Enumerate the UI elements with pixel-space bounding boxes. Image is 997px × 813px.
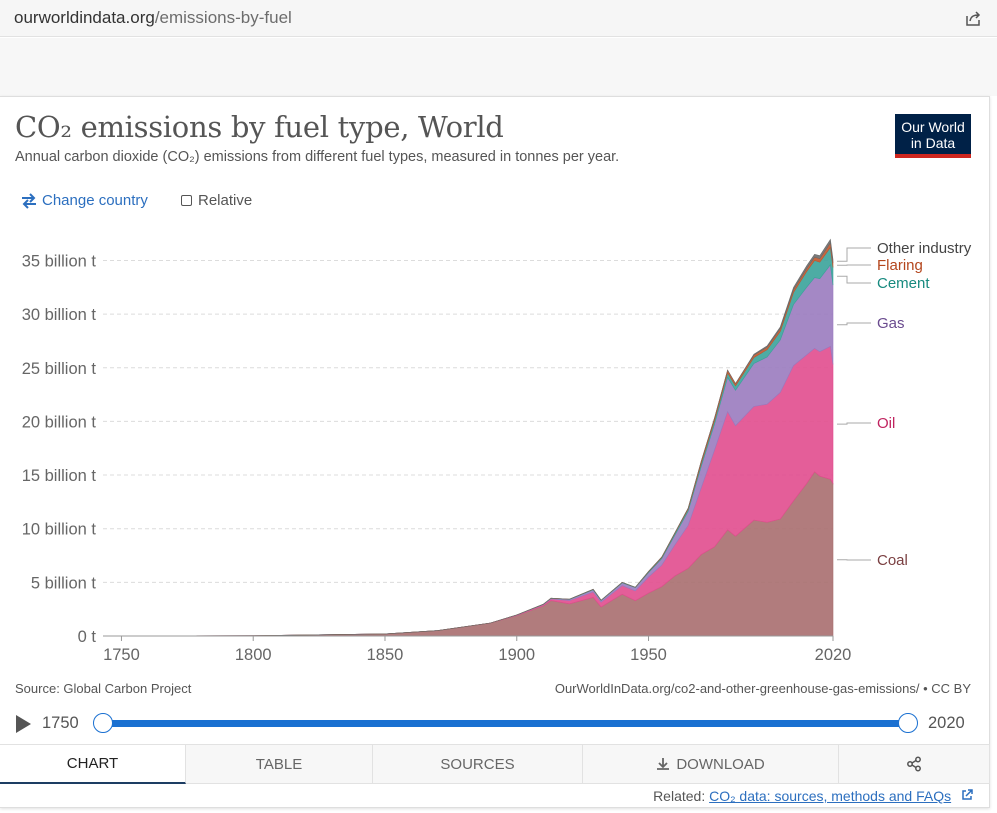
chart-tabs: CHART TABLE SOURCES DOWNLOAD xyxy=(0,744,990,784)
relative-toggle[interactable]: Relative xyxy=(181,192,252,209)
tab-chart[interactable]: CHART xyxy=(0,745,186,784)
legend-label-coal[interactable]: Coal xyxy=(877,552,908,569)
x-tick-label: 1950 xyxy=(630,646,667,664)
logo-line-2: in Data xyxy=(910,135,956,151)
logo-line-1: Our World xyxy=(901,119,965,135)
x-tick-label: 2020 xyxy=(815,646,852,664)
tab-sources[interactable]: SOURCES xyxy=(373,745,583,784)
external-link-icon[interactable] xyxy=(961,789,973,801)
legend-connector xyxy=(837,275,871,284)
citation-link[interactable]: OurWorldInData.org/co2-and-other-greenho… xyxy=(554,681,971,696)
tab-sources-label: SOURCES xyxy=(440,755,515,773)
play-icon[interactable] xyxy=(16,715,31,733)
y-tick-label: 30 billion t xyxy=(22,306,97,324)
stacked-area-chart[interactable]: 0 t 5 billion t 10 billion t 15 billion t 20… xyxy=(0,225,997,670)
chart-title: CO₂ emissions by fuel type, World xyxy=(15,110,504,144)
chart-subtitle: Annual carbon dioxide (CO₂) emissions fr… xyxy=(15,149,620,165)
y-tick-label: 5 billion t xyxy=(31,574,97,592)
timeline-start-handle[interactable] xyxy=(93,713,113,733)
y-tick-label: 35 billion t xyxy=(22,252,97,270)
relative-checkbox[interactable] xyxy=(181,195,192,206)
related-label: Related: xyxy=(653,788,706,804)
legend-label-gas[interactable]: Gas xyxy=(877,315,905,332)
y-tick-label: 20 billion t xyxy=(22,413,97,431)
legend-label-flaring[interactable]: Flaring xyxy=(877,257,923,274)
download-icon xyxy=(657,758,670,770)
related-line: Related: CO₂ data: sources, methods and … xyxy=(653,788,973,804)
change-country-label: Change country xyxy=(42,192,148,209)
share-page-icon[interactable] xyxy=(963,8,983,28)
x-tick-label: 1750 xyxy=(103,646,140,664)
change-country-button[interactable]: Change country xyxy=(20,192,148,209)
y-tick-label: 0 t xyxy=(78,628,97,646)
x-tick-label: 1900 xyxy=(498,646,535,664)
series-areas[interactable] xyxy=(121,238,834,637)
legend-label-other[interactable]: Other industry xyxy=(877,240,972,257)
tab-download-label: DOWNLOAD xyxy=(676,755,765,773)
tab-download[interactable]: DOWNLOAD xyxy=(583,745,839,784)
legend-label-oil[interactable]: Oil xyxy=(877,415,895,432)
timeline-end-handle[interactable] xyxy=(898,713,918,733)
tab-chart-label: CHART xyxy=(66,755,119,772)
page-gap xyxy=(0,38,997,96)
legend-label-cement[interactable]: Cement xyxy=(877,275,930,292)
legend-connector xyxy=(837,322,871,326)
area-other[interactable] xyxy=(121,238,834,637)
timeline-start-year: 1750 xyxy=(42,714,79,732)
x-tick-label: 1850 xyxy=(367,646,404,664)
timeline-slider[interactable]: 1750 2020 xyxy=(0,708,997,740)
legend-connector xyxy=(837,422,871,425)
legend-connector xyxy=(837,247,871,262)
source-note: Source: Global Carbon Project xyxy=(15,681,192,696)
grid-lines xyxy=(103,259,833,583)
swap-arrows-icon xyxy=(22,192,36,209)
url-host: ourworldindata.org xyxy=(14,8,155,27)
axes: 0 t 5 billion t 10 billion t 15 billion t 20… xyxy=(22,252,852,664)
y-tick-label: 10 billion t xyxy=(22,521,97,539)
timeline-track[interactable] xyxy=(102,720,908,727)
owid-logo[interactable]: Our World in Data xyxy=(895,114,971,158)
relative-label: Relative xyxy=(198,192,253,209)
y-tick-label: 15 billion t xyxy=(22,467,97,485)
url-path: /emissions-by-fuel xyxy=(154,8,292,27)
address-bar[interactable]: ourworldindata.org/emissions-by-fuel xyxy=(0,0,997,37)
timeline-end-year: 2020 xyxy=(928,714,965,732)
related-link[interactable]: CO₂ data: sources, methods and FAQs xyxy=(709,788,952,804)
share-icon xyxy=(907,756,921,772)
y-tick-label: 25 billion t xyxy=(22,360,97,378)
url-text[interactable]: ourworldindata.org/emissions-by-fuel xyxy=(14,8,292,28)
tab-table-label: TABLE xyxy=(255,755,303,773)
tab-share[interactable] xyxy=(839,745,990,784)
tab-table[interactable]: TABLE xyxy=(186,745,373,784)
x-tick-label: 1800 xyxy=(235,646,272,664)
